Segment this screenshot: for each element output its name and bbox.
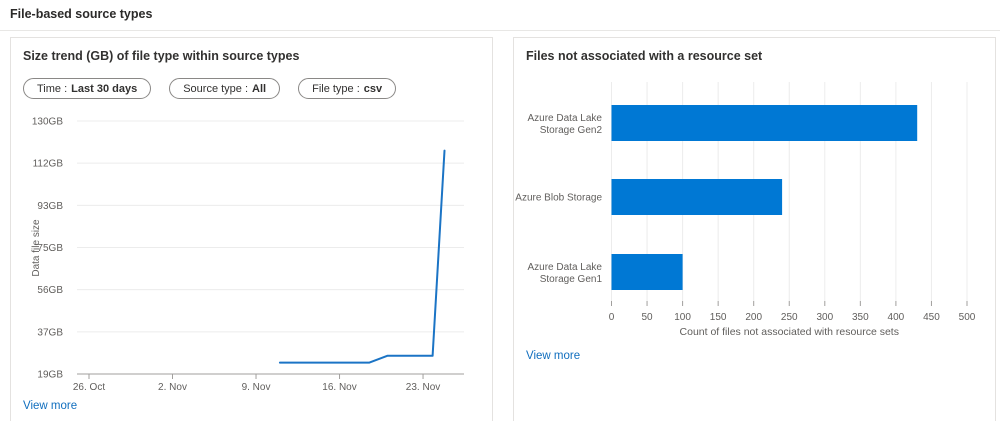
- time-filter-label: Time :: [37, 82, 68, 95]
- x-tick-label: 100: [674, 312, 691, 323]
- source-type-filter-pill[interactable]: Source type : All: [169, 78, 281, 99]
- csv-size-trend-line: [278, 149, 446, 364]
- size-trend-card: Size trend (GB) of file type within sour…: [10, 37, 493, 421]
- category-label: Storage Gen2: [540, 125, 603, 136]
- x-tick-label: 500: [959, 312, 976, 323]
- view-more-link-size-trend[interactable]: View more: [23, 400, 78, 412]
- y-tick-label: 93GB: [37, 201, 63, 212]
- y-tick-label: 75GB: [37, 243, 63, 254]
- x-tick-label: 400: [888, 312, 905, 323]
- source-type-filter-value: All: [252, 82, 267, 95]
- bar-2: [611, 254, 683, 290]
- file-type-filter-label: File type :: [312, 82, 360, 95]
- y-tick-label: 37GB: [37, 327, 63, 338]
- x-tick-label: 16. Nov: [322, 382, 356, 393]
- bar-1: [611, 179, 783, 215]
- x-tick-label: 50: [641, 312, 653, 323]
- source-type-filter-label: Source type :: [183, 82, 249, 95]
- bar-0: [611, 105, 918, 141]
- y-tick-label: 130GB: [32, 117, 63, 128]
- y-tick-label: 19GB: [37, 370, 63, 381]
- category-label: Storage Gen1: [540, 274, 603, 285]
- view-more-link-resource-set[interactable]: View more: [526, 350, 581, 362]
- resource-set-bar-chart: 0 50 100 150 200 250 300 350 400 450 500 Azure Data…: [514, 38, 997, 421]
- x-axis-title: Count of files not associated with resou…: [680, 326, 899, 338]
- x-tick-label: 26. Oct: [73, 382, 105, 393]
- page-title: File-based source types: [10, 7, 153, 21]
- size-trend-title: Size trend (GB) of file type within sour…: [23, 49, 300, 63]
- x-tick-label: 9. Nov: [242, 382, 271, 393]
- time-filter-value: Last 30 days: [71, 82, 138, 95]
- x-tick-label: 350: [852, 312, 869, 323]
- x-tick-label: 200: [745, 312, 762, 323]
- x-tick-label: 23. Nov: [406, 382, 440, 393]
- resource-set-title: Files not associated with a resource set: [526, 49, 763, 63]
- y-axis-title: Data file size: [31, 219, 42, 277]
- y-tick-label: 112GB: [33, 159, 64, 170]
- filter-pill-row: Time : Last 30 days Source type : All Fi…: [23, 78, 397, 99]
- bar-chart-svg: 0 50 100 150 200 250 300 350 400 450 500 Azure Data…: [515, 82, 976, 338]
- x-tick-label: 150: [710, 312, 727, 323]
- x-tick-label: 450: [923, 312, 940, 323]
- category-label: Azure Data Lake: [528, 262, 603, 273]
- category-label: Azure Data Lake: [528, 113, 603, 124]
- file-type-filter-pill[interactable]: File type : csv: [298, 78, 397, 99]
- x-tick-label: 2. Nov: [158, 382, 187, 393]
- x-tick-label: 300: [816, 312, 833, 323]
- header-divider: [0, 30, 1000, 31]
- x-tick-label: 250: [781, 312, 798, 323]
- file-type-filter-value: csv: [363, 82, 383, 95]
- time-filter-pill[interactable]: Time : Last 30 days: [23, 78, 152, 99]
- category-label: Azure Blob Storage: [515, 193, 602, 204]
- x-tick-label: 0: [609, 312, 615, 323]
- resource-set-card: Files not associated with a resource set…: [513, 37, 996, 421]
- y-tick-label: 56GB: [37, 285, 63, 296]
